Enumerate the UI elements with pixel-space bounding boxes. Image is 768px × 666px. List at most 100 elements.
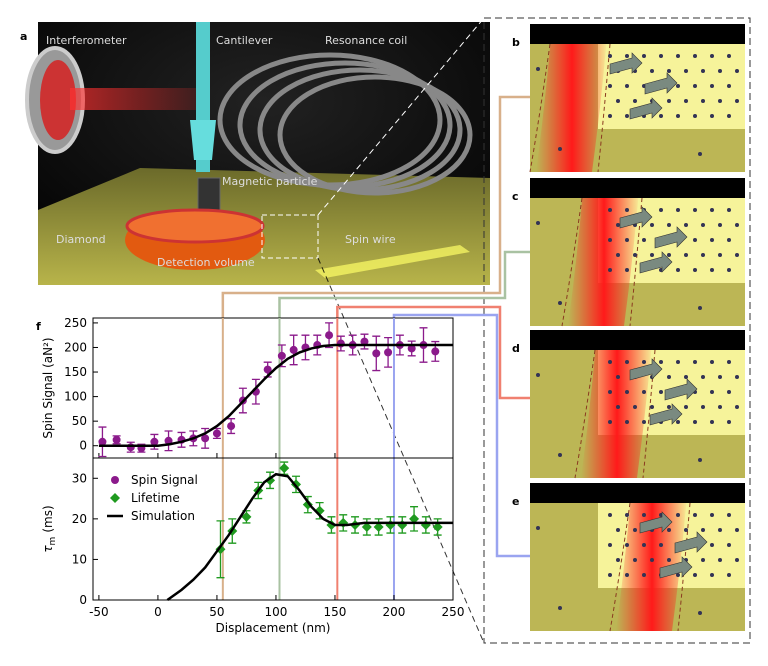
spin [735, 405, 739, 409]
spin [727, 390, 731, 394]
y-tick-label: 30 [72, 471, 87, 485]
data-point [212, 429, 221, 438]
spin [676, 114, 680, 118]
spin [718, 558, 722, 562]
spin [735, 223, 739, 227]
data-point [397, 519, 408, 530]
spin [608, 513, 612, 517]
spin [616, 223, 620, 227]
y-axis-label: τm (ms) [41, 505, 58, 552]
arrow [644, 72, 678, 95]
spin [650, 558, 654, 562]
spin [676, 513, 680, 517]
spin [710, 573, 714, 577]
x-tick-label: 0 [154, 605, 162, 619]
spin [659, 208, 663, 212]
y-label-symbol: τ [41, 545, 55, 553]
render-panel: a Interferometer Cantilever Resonance co… [20, 17, 490, 644]
spin [735, 69, 739, 73]
data-point [289, 345, 298, 354]
spin [684, 223, 688, 227]
spin [608, 54, 612, 58]
y-tick-label: 0 [79, 439, 87, 453]
spin [710, 513, 714, 517]
spin [727, 513, 731, 517]
top-bar [530, 24, 745, 44]
arrow [629, 358, 663, 381]
data-point [201, 434, 210, 443]
spin [633, 99, 637, 103]
spin [727, 114, 731, 118]
spin [642, 543, 646, 547]
spin [558, 606, 562, 610]
data-point [336, 339, 345, 348]
zoom-box [483, 17, 751, 644]
spin [625, 268, 629, 272]
spin [536, 221, 540, 225]
spin [625, 114, 629, 118]
spin [710, 54, 714, 58]
x-tick-label: 200 [383, 605, 406, 619]
spin [684, 375, 688, 379]
spin [710, 543, 714, 547]
spin [718, 223, 722, 227]
data-point [432, 521, 443, 532]
spin [698, 152, 702, 156]
panel-label: a [20, 30, 27, 43]
panel-label: e [512, 495, 519, 508]
data-point [373, 521, 384, 532]
spin [727, 573, 731, 577]
spin [710, 114, 714, 118]
spin [693, 268, 697, 272]
plot-frame [92, 317, 454, 459]
data-point [325, 331, 334, 340]
spin [710, 268, 714, 272]
spin [698, 458, 702, 462]
spin [735, 558, 739, 562]
spin [608, 420, 612, 424]
spin [701, 99, 705, 103]
spin [701, 253, 705, 257]
spin [684, 99, 688, 103]
y-tick-label: 150 [64, 365, 87, 379]
y-axis-label: Spin Signal (aN²) [41, 337, 55, 438]
top-bar [530, 483, 745, 503]
data-point [277, 351, 286, 360]
spin [727, 543, 731, 547]
spin [710, 208, 714, 212]
arrow [619, 206, 653, 229]
image-label: Resonance coil [325, 34, 407, 47]
top-bar [530, 178, 745, 198]
spin [650, 223, 654, 227]
spin [693, 54, 697, 58]
spin [625, 54, 629, 58]
top-bar [530, 330, 745, 350]
spin [608, 114, 612, 118]
panel-label: d [512, 342, 520, 355]
spin [693, 360, 697, 364]
simulation-line [98, 343, 453, 447]
y-tick-label: 0 [79, 593, 87, 607]
data-point [361, 521, 372, 532]
spin [684, 405, 688, 409]
spin [676, 84, 680, 88]
spin [735, 528, 739, 532]
spin [727, 420, 731, 424]
spin [718, 69, 722, 73]
spin [710, 238, 714, 242]
spin [659, 543, 663, 547]
spin [625, 208, 629, 212]
spin [667, 253, 671, 257]
spin [676, 573, 680, 577]
spin [633, 558, 637, 562]
x-tick-label: 100 [264, 605, 287, 619]
spin [684, 253, 688, 257]
spin [735, 99, 739, 103]
spin [642, 54, 646, 58]
arrow [674, 531, 708, 554]
spin [558, 453, 562, 457]
spin [536, 373, 540, 377]
spin [676, 420, 680, 424]
arrow [639, 511, 673, 534]
spin [684, 528, 688, 532]
